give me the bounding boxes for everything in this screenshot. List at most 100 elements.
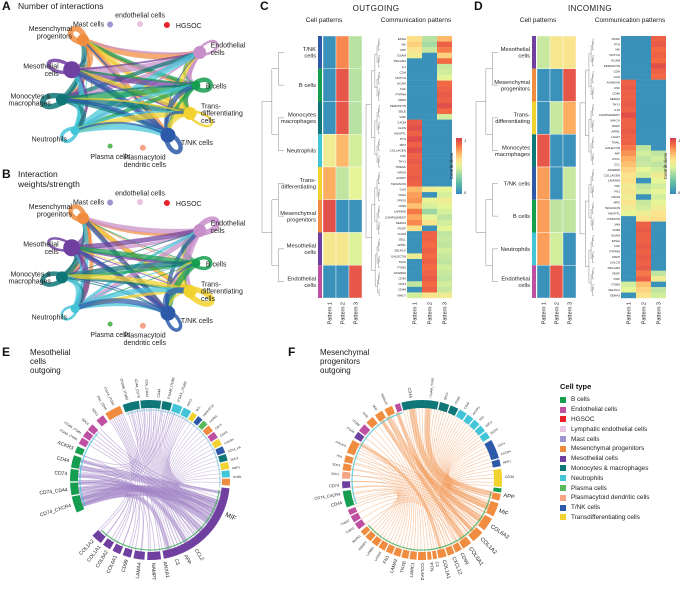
network-node <box>183 284 197 298</box>
ligand-receptor-label: CD74_CXCR4 <box>39 503 72 519</box>
network-node <box>139 322 146 329</box>
self-loop <box>186 285 215 307</box>
network-node <box>191 258 201 268</box>
communication-patterns-heatmap <box>407 36 452 299</box>
gene-label: NCAM <box>397 81 406 85</box>
gene-label: FGF <box>400 87 406 91</box>
network-node <box>76 212 89 225</box>
row-strip <box>318 199 322 233</box>
network-node-label: Mast cells <box>73 199 105 206</box>
pattern-column-label: Pattern 2 <box>555 302 561 324</box>
legend-item: Monocytes & macrophages <box>560 464 684 474</box>
row-label: Monocytes macrophages <box>495 145 530 157</box>
ligand-receptor-label: THBS1 <box>345 526 355 535</box>
gene-label: PTN <box>614 42 620 46</box>
ligand-receptor-label: COL4A1 <box>335 440 347 448</box>
ligand-receptor-label: NAMPT <box>150 563 157 581</box>
gene-label: NCAM <box>611 59 620 63</box>
gene-label: THY1 <box>398 160 406 164</box>
gene-label: ESAM <box>397 54 406 58</box>
ligand-receptor-label: SDC1 <box>331 472 340 477</box>
network-node <box>160 127 176 143</box>
gene-label: ANNEXIN <box>607 80 620 84</box>
legend-label: Lymphatic endothelial cells <box>571 425 648 433</box>
row-label: Monocytes macrophages <box>281 113 316 125</box>
ligand-receptor-label: C3 <box>173 558 181 566</box>
network-node-label: Plasmacytoid dendritic cells <box>124 155 167 168</box>
pattern-column-label: Pattern 1 <box>542 302 548 324</box>
communication-patterns-heatmap <box>621 36 666 299</box>
ligand-receptor-label: SEMA3C <box>380 393 389 407</box>
pattern-column-label: Pattern 1 <box>328 302 334 324</box>
row-label: Mesothelial cells <box>287 244 316 256</box>
contributions-colorbar <box>670 138 676 194</box>
ligand-receptor-label: ANXA1 <box>351 534 362 544</box>
gene-label: COLLAGEN <box>390 148 406 152</box>
gene-label: PARs <box>399 193 407 197</box>
ligand-receptor-label: FN1 <box>336 454 343 459</box>
network-node <box>107 143 113 149</box>
legend-label: Mesenchymal progenitors <box>571 445 645 453</box>
ligand-receptor-label: ACKR1 <box>208 414 218 424</box>
panel-d-title: INCOMING <box>567 4 613 13</box>
network-node-label: T/NK cells <box>181 140 213 147</box>
dendrogram <box>475 52 498 282</box>
colorbar-max: 1 <box>678 138 681 143</box>
network-node-label: Plasma cells <box>90 332 130 339</box>
panel-e: CD74_CXCR4 CD74_CD44 CD74 CD44 ACKR3 ITGA5_IT… <box>0 346 288 598</box>
dendrogram <box>261 52 284 282</box>
ligand-receptor-label: ITGB1 <box>454 395 461 405</box>
ligand-receptor-label: APP <box>503 493 515 501</box>
network-node <box>193 46 207 60</box>
legend-label: Neutrophils <box>571 474 604 482</box>
contributions-colorbar <box>456 138 462 194</box>
gene-label: TGFb <box>398 260 406 264</box>
ligand-receptor-label: ITGAM_ITGB2 <box>119 378 129 401</box>
incoming-heatmaps: Mesothelial cells Mesenchymal progenitors Tr… <box>475 35 681 324</box>
pattern-column-label: Pattern 3 <box>354 302 360 324</box>
self-loop <box>47 237 74 252</box>
row-strip <box>318 134 322 167</box>
ligand-receptor-label: CD74 <box>214 422 223 430</box>
gene-label: MPZ <box>614 201 621 205</box>
row-strip <box>532 232 536 266</box>
row-label: T/NK cells <box>303 47 316 59</box>
gene-label: VWF <box>613 277 620 281</box>
network-node <box>107 21 114 28</box>
network-node-label: Trans-differentiating cells <box>201 281 243 303</box>
ligand-receptor-label: PTN <box>429 562 435 571</box>
network-node <box>70 126 80 136</box>
ligand-receptor-label: NRP1 <box>503 459 512 465</box>
gene-label: CDH5 <box>398 98 406 102</box>
ligand-receptor-label: SDC2 <box>186 398 193 407</box>
gene-label: PECAM1 <box>608 266 621 270</box>
chord-links <box>350 407 494 552</box>
network-node-label: Monocytes & macrophages <box>9 93 52 107</box>
panel-c: C OUTGOING Cell patterns Communication p… <box>256 0 470 346</box>
network-node <box>163 199 170 206</box>
ligand-receptor-label: SDC4 <box>443 392 449 401</box>
network-node <box>191 80 201 90</box>
ligand-receptor-label: COL6A1 <box>106 554 119 574</box>
row-label: Neutrophils <box>287 149 316 155</box>
panel-a: A Number of interactions Mast cells Lymph… <box>0 0 256 168</box>
row-label: T/NK cells <box>504 181 531 187</box>
legend-label: T/NK cells <box>571 504 601 512</box>
chord-sector-arcs <box>342 400 502 560</box>
row-label: Mesenchymal progenitors <box>494 80 530 92</box>
gene-label: ESAM <box>611 233 620 237</box>
gene-label: APRIL <box>611 130 620 134</box>
cell-type-legend: Cell type B cells Endothelial cells HGSOC L… <box>556 382 684 534</box>
gene-label: ncWNT <box>396 176 406 180</box>
legend-label: HGSOC <box>571 415 595 423</box>
self-loop <box>163 310 183 332</box>
network-node <box>63 239 81 257</box>
network-node <box>183 106 197 120</box>
ligand-receptor-label: CD44 <box>463 401 471 410</box>
self-loop <box>187 109 213 128</box>
gene-label: COMPLEMENT <box>599 113 620 117</box>
